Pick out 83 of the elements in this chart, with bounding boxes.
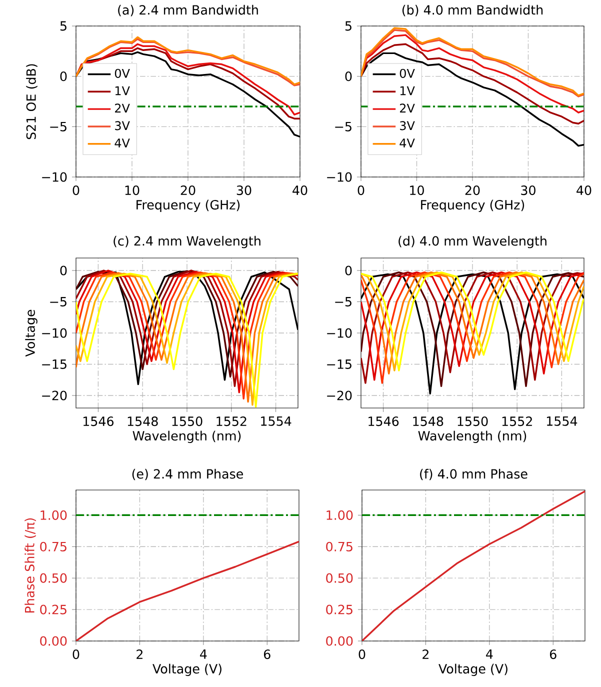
y-tick-label: 0 xyxy=(60,72,67,82)
y-tick-label: −5 xyxy=(335,122,352,132)
legend-label: 0V xyxy=(114,68,130,78)
y-axis-title: Phase Shift (/π) xyxy=(24,518,36,612)
chart-title: (f) 4.0 mm Phase xyxy=(420,468,528,480)
legend-label: 0V xyxy=(400,68,415,78)
x-tick-label: 2 xyxy=(422,649,428,659)
y-tick-label: −5 xyxy=(335,297,352,306)
x-tick-label: 40 xyxy=(292,185,308,196)
y-tick-label: 0 xyxy=(345,72,352,82)
y-tick-label: 0.00 xyxy=(40,636,67,646)
x-tick-label: 6 xyxy=(264,649,270,660)
legend-label: 1V xyxy=(115,86,130,96)
y-tick-label: −15 xyxy=(42,360,66,369)
legend-label: 2V xyxy=(400,104,415,113)
y-tick-label: −10 xyxy=(42,172,67,182)
y-tick-label: 0.25 xyxy=(40,604,66,614)
x-tick-label: 0 xyxy=(72,649,80,660)
x-tick-label: 4 xyxy=(200,649,207,659)
chart-title: (a) 2.4 mm Bandwidth xyxy=(118,4,258,16)
chart-title: (b) 4.0 mm Bandwidth xyxy=(402,4,543,16)
legend-label: 1V xyxy=(400,86,415,96)
x-tick-label: 20 xyxy=(180,185,196,196)
x-tick-label: 1550 xyxy=(172,416,202,426)
x-tick-label: 0 xyxy=(358,185,364,196)
x-tick-label: 4 xyxy=(486,649,493,659)
x-axis-title: Voltage (V) xyxy=(152,664,222,676)
x-tick-label: 0 xyxy=(358,649,366,660)
y-tick-label: 1.00 xyxy=(326,510,353,520)
legend-label: 3V xyxy=(115,121,130,130)
x-tick-label: 6 xyxy=(550,649,556,660)
y-tick-label: −10 xyxy=(327,172,352,182)
chart-title: (c) 2.4 mm Wavelength xyxy=(114,236,260,248)
x-axis-title: Wavelength (nm) xyxy=(132,430,241,444)
chart-title: (e) 2.4 mm Phase xyxy=(132,468,244,480)
legend-label: 2V xyxy=(115,104,130,113)
x-tick-label: 10 xyxy=(125,185,140,196)
y-axis-title: S21 OE (dB) xyxy=(26,64,38,140)
y-tick-label: −15 xyxy=(327,360,352,369)
y-tick-label: 0.75 xyxy=(40,542,66,552)
x-tick-label: 1546 xyxy=(83,416,114,426)
x-tick-label: 0 xyxy=(72,185,80,196)
x-tick-label: 1554 xyxy=(546,416,578,426)
x-tick-label: 20 xyxy=(465,185,480,196)
x-axis-title: Frequency (GHz) xyxy=(421,200,524,212)
y-axis-title: Voltage xyxy=(25,310,38,357)
y-tick-label: −20 xyxy=(327,390,352,400)
x-tick-label: 1546 xyxy=(368,416,399,426)
y-tick-label: −5 xyxy=(50,122,66,132)
legend-label: 3V xyxy=(400,121,415,130)
y-tick-label: −5 xyxy=(50,297,66,306)
y-tick-label: 1.00 xyxy=(40,510,67,520)
y-tick-label: 0 xyxy=(345,266,352,276)
y-tick-label: 0.00 xyxy=(326,636,353,646)
x-tick-label: 2 xyxy=(136,649,142,659)
x-axis-title: Voltage (V) xyxy=(438,664,508,676)
x-axis-title: Wavelength (nm) xyxy=(418,430,526,444)
x-tick-label: 1552 xyxy=(502,416,532,426)
y-tick-label: 0.50 xyxy=(326,573,353,583)
x-tick-label: 1554 xyxy=(261,416,292,426)
x-tick-label: 30 xyxy=(521,185,536,196)
y-tick-label: −10 xyxy=(327,328,352,338)
y-tick-label: 0.25 xyxy=(326,604,352,614)
chart-title: (d) 4.0 mm Wavelength xyxy=(398,236,546,248)
line-series xyxy=(362,490,585,641)
y-tick-label: 5 xyxy=(60,21,66,31)
y-tick-label: −10 xyxy=(42,328,67,338)
y-tick-label: 0.75 xyxy=(326,542,352,552)
x-tick-label: 1550 xyxy=(458,416,488,426)
y-tick-label: 5 xyxy=(345,21,352,31)
y-tick-label: 0.50 xyxy=(40,573,67,583)
x-tick-label: 30 xyxy=(236,185,252,196)
legend-label: 4V xyxy=(400,138,415,148)
x-axis-title: Frequency (GHz) xyxy=(136,200,240,212)
x-tick-label: 10 xyxy=(410,185,424,196)
x-tick-label: 40 xyxy=(576,185,592,196)
y-tick-label: −20 xyxy=(42,390,67,400)
line-series xyxy=(76,540,299,641)
y-tick-label: 0 xyxy=(60,266,67,276)
x-tick-label: 1548 xyxy=(413,416,444,426)
legend-label: 4V xyxy=(114,138,130,148)
x-tick-label: 1548 xyxy=(128,416,158,426)
x-tick-label: 1552 xyxy=(216,416,246,426)
